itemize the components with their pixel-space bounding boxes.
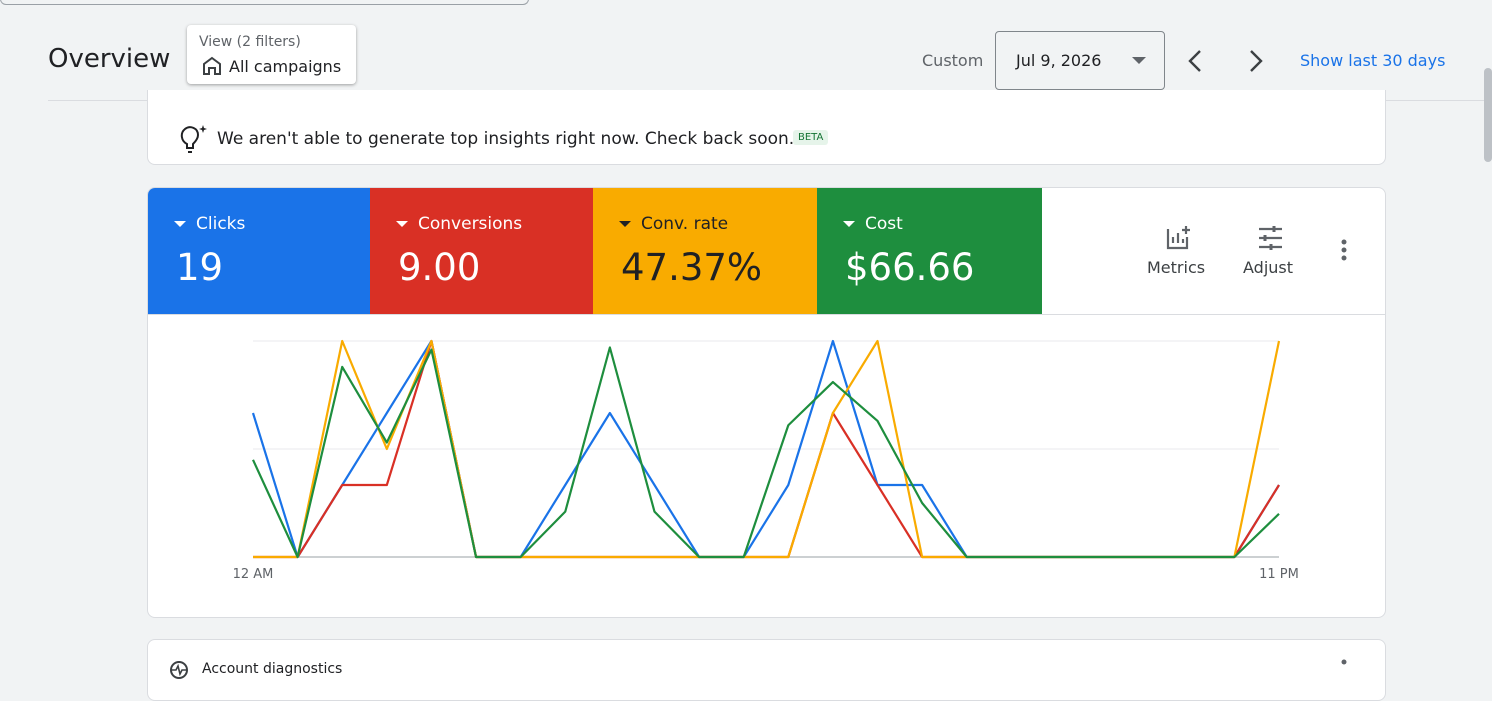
adjust-icon [1259, 226, 1282, 250]
scorecard-arrow: Cost [843, 214, 903, 234]
campaign-icon [203, 56, 221, 75]
more-menu[interactable] [1340, 658, 1348, 670]
filter-button[interactable]: View (2 filters) All campaigns [187, 25, 356, 84]
more-menu[interactable] [1340, 238, 1348, 262]
filter-value: All campaigns [229, 57, 342, 76]
scorecard-name: Conversions [418, 214, 523, 234]
scrollbar-thumb [1484, 68, 1492, 162]
filter-label: View (2 filters) [199, 34, 301, 50]
top-panel-edge [0, 0, 529, 5]
prev-button[interactable] [1184, 48, 1208, 74]
scorecard[interactable]: Conv. rate 47.37% [593, 188, 817, 314]
insight-icon [180, 125, 207, 153]
scorecard-arrow: Conversions [395, 214, 523, 234]
metrics-button[interactable]: Metrics [1147, 258, 1206, 277]
series-line [252, 346, 1280, 559]
range-label: Custom [922, 51, 984, 70]
scorecard[interactable]: Clicks 19 [148, 188, 370, 314]
scorecard-name: Cost [865, 214, 903, 234]
x-tick-label: 12 AM [233, 567, 274, 582]
adjust-button[interactable]: Adjust [1243, 258, 1294, 277]
insight-card: We aren't able to generate top insights … [147, 90, 1386, 165]
scorecard-name: Conv. rate [641, 214, 729, 234]
scorecard-name: Clicks [196, 214, 246, 234]
scorecard[interactable]: Cost $66.66 [817, 188, 1042, 314]
scorecard[interactable]: Conversions 9.00 [370, 188, 593, 314]
diagnostics-title: Account diagnostics [202, 661, 343, 677]
date-value: Jul 9, 2026 [1016, 51, 1102, 70]
metrics-icon [1166, 226, 1190, 250]
diagnostics-card: Account diagnostics [147, 639, 1386, 701]
dropdown-arrow [1132, 57, 1146, 64]
scorecard-value: 47.37% [621, 246, 763, 289]
scorecard-value: 19 [176, 246, 224, 289]
diagnostics-icon [170, 661, 188, 679]
date-picker[interactable]: Jul 9, 2026 [995, 31, 1165, 90]
scorecard-arrow: Conv. rate [618, 214, 729, 234]
show-last-link[interactable]: Show last 30 days [1300, 51, 1446, 70]
beta-badge: BETA [793, 130, 829, 145]
scorecard-value: 9.00 [398, 246, 481, 289]
scorecard-value: $66.66 [845, 246, 975, 289]
x-tick-label: 11 PM [1259, 567, 1299, 582]
page-title: Overview [48, 44, 171, 74]
insight-text: We aren't able to generate top insights … [217, 129, 795, 149]
next-button[interactable] [1244, 48, 1268, 74]
scorecard-arrow: Clicks [173, 214, 246, 234]
tile-divider [148, 314, 1385, 315]
performance-card: Clicks 19 Conversions 9.00 Conv. rate 47.37% C… [147, 187, 1386, 618]
line-chart: 12 AM 11 PM [233, 339, 1299, 582]
